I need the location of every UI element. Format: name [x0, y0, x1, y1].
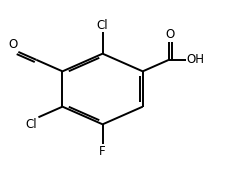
Text: Cl: Cl [26, 118, 37, 131]
Text: Cl: Cl [97, 19, 108, 32]
Text: O: O [166, 28, 175, 41]
Text: OH: OH [187, 53, 205, 66]
Text: O: O [8, 38, 17, 51]
Text: F: F [99, 145, 106, 158]
